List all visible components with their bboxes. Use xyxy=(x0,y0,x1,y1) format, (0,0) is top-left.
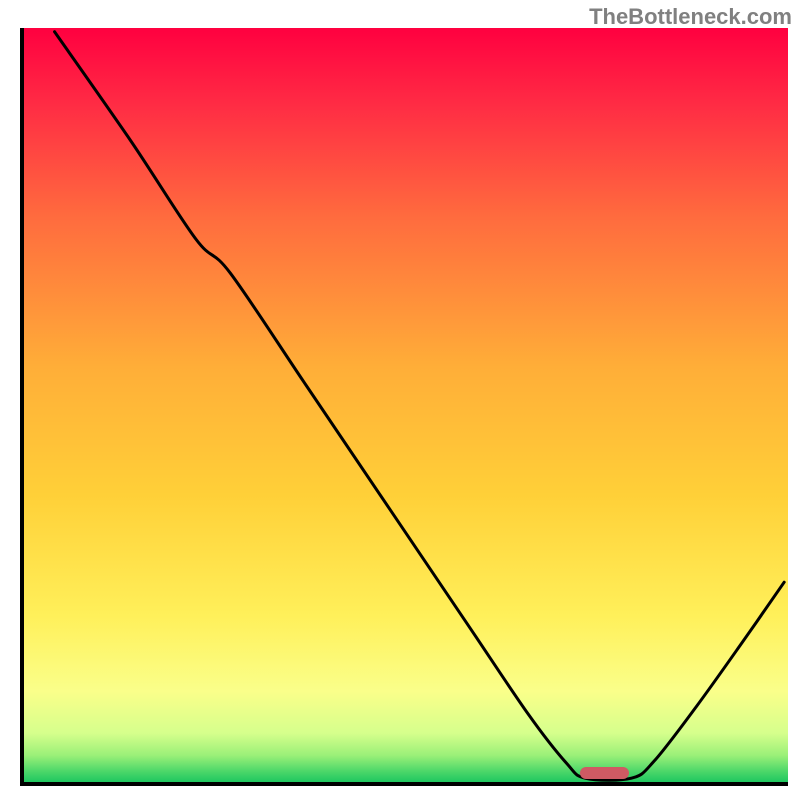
bottleneck-curve xyxy=(24,28,788,782)
optimal-marker xyxy=(580,767,630,779)
watermark-text: TheBottleneck.com xyxy=(589,4,792,30)
x-axis-line xyxy=(20,782,788,786)
plot-area xyxy=(24,28,788,782)
chart-container: TheBottleneck.com xyxy=(0,0,800,800)
y-axis-line xyxy=(20,28,24,786)
